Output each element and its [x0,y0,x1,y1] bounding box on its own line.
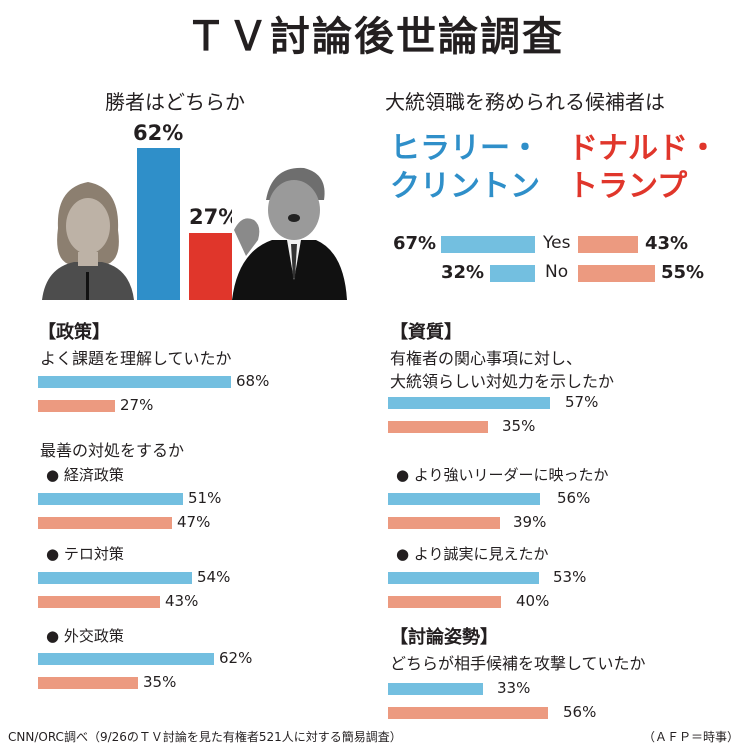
policy-q1-bar-clinton [38,376,231,388]
quality-honest-bar-trump [388,596,501,608]
policy-econ-label: ● 経済政策 [46,466,124,484]
policy-q2: 最善の対処をするか [40,441,185,460]
stance-heading: 【討論姿勢】 [390,627,498,648]
fit-trump-yes: 43% [645,233,689,254]
quality-q1-trump: 35% [502,417,536,435]
quality-q1-clinton: 57% [565,393,599,411]
policy-terror-trump: 43% [165,592,199,610]
quality-q1-line1: 有権者の関心事項に対し、 [390,349,583,368]
policy-heading: 【政策】 [38,322,110,343]
winner-bar-trump [189,233,232,300]
fit-trump-no: 55% [661,262,705,283]
policy-q1: よく課題を理解していたか [40,349,232,368]
quality-heading: 【資質】 [390,322,462,343]
quality-honest-trump: 40% [516,592,550,610]
quality-leader-clinton: 56% [557,489,591,507]
stance-q1: どちらが相手候補を攻撃していたか [390,654,646,673]
quality-q1-bar-clinton [388,397,550,409]
fit-bar-trump-yes [578,236,638,253]
fit-yes-label: Yes [543,233,571,253]
policy-terror-clinton: 54% [197,568,231,586]
winner-clinton-pct: 62% [133,121,184,145]
stance-q1-bar-trump [388,707,548,719]
page-title: ＴＶ討論後世論調査 [186,14,564,60]
quality-honest-bar-clinton [388,572,539,584]
policy-q1-bar-trump [38,400,115,412]
policy-econ-trump: 47% [177,513,211,531]
clinton-photo [38,168,138,300]
stance-q1-trump: 56% [563,703,597,721]
winner-bar-clinton [137,148,180,300]
policy-q1-trump: 27% [120,396,154,414]
fit-clinton-no: 32% [441,262,485,283]
policy-terror-label: ● テロ対策 [46,545,124,563]
policy-econ-clinton: 51% [188,489,222,507]
fit-clinton-yes: 67% [393,233,437,254]
policy-foreign-bar-trump [38,677,138,689]
fit-bar-clinton-no [490,265,535,282]
winner-heading: 勝者はどちらか [105,90,245,114]
clinton-name-line1: ヒラリー・ [390,131,540,166]
quality-leader-bar-clinton [388,493,540,505]
fit-bar-trump-no [578,265,655,282]
fit-heading: 大統領職を務められる候補者は [385,90,665,114]
trump-name-line1: ドナルド・ [568,131,718,166]
stance-q1-clinton: 33% [497,679,531,697]
quality-leader-trump: 39% [513,513,547,531]
policy-q1-clinton: 68% [236,372,270,390]
policy-foreign-trump: 35% [143,673,177,691]
stance-q1-bar-clinton [388,683,483,695]
quality-honest-clinton: 53% [553,568,587,586]
quality-q1-line2: 大統領らしい対処力を示したか [390,372,615,391]
policy-foreign-bar-clinton [38,653,214,665]
policy-econ-bar-clinton [38,493,183,505]
quality-q1-bar-trump [388,421,488,433]
footer-source: CNN/ORC調べ（9/26のＴＶ討論を見た有権者521人に対する簡易調査） [8,730,402,744]
policy-terror-bar-clinton [38,572,192,584]
winner-trump-pct: 27% [189,205,240,229]
footer-credit: （ＡＦＰ＝時事） [643,730,740,744]
policy-foreign-clinton: 62% [219,649,253,667]
policy-foreign-label: ● 外交政策 [46,627,124,645]
fit-bar-clinton-yes [441,236,535,253]
trump-photo [232,160,347,300]
fit-no-label: No [545,262,569,282]
quality-honest-label: ● より誠実に見えたか [396,545,549,563]
clinton-name-line2: クリントン [390,169,540,204]
quality-leader-label: ● より強いリーダーに映ったか [396,466,609,484]
policy-terror-bar-trump [38,596,160,608]
quality-leader-bar-trump [388,517,500,529]
policy-econ-bar-trump [38,517,172,529]
trump-name-line2: トランプ [568,169,688,204]
